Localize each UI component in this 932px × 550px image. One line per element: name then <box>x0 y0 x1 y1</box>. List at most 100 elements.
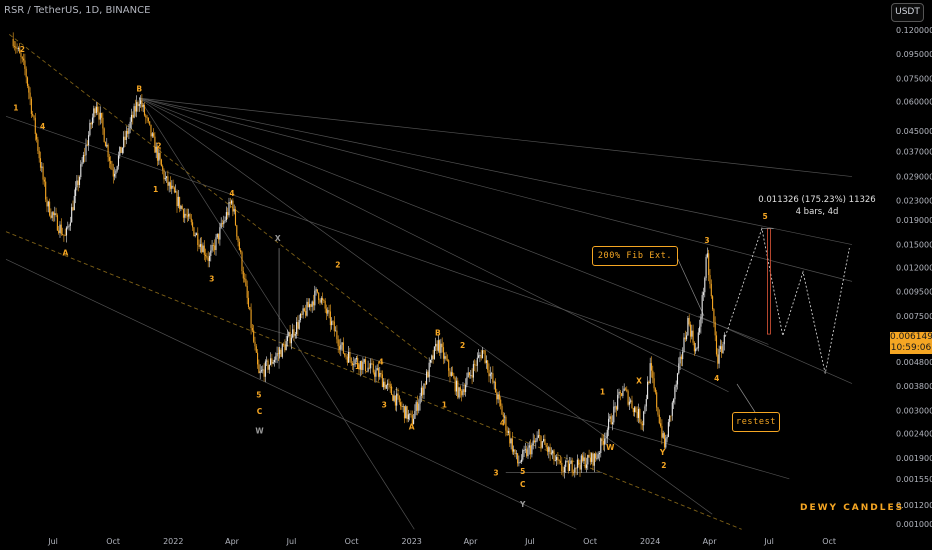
candle-body <box>513 449 515 452</box>
candle-body <box>301 313 303 315</box>
candle-body <box>558 460 560 462</box>
wave-label: 2 <box>156 142 161 151</box>
candle-body <box>202 245 204 253</box>
candle-body <box>311 301 313 307</box>
candle-body <box>383 381 385 388</box>
candle-body <box>220 223 222 228</box>
candle-body <box>69 222 71 226</box>
candle-body <box>34 117 36 134</box>
candle-body <box>228 201 230 216</box>
candle-body <box>80 164 82 178</box>
candle-body <box>435 343 437 347</box>
candle-body <box>258 364 260 374</box>
candle-body <box>310 304 312 307</box>
candle-body <box>550 453 552 455</box>
candle-body <box>221 223 224 225</box>
candle-body <box>299 313 302 321</box>
candle-body <box>260 370 263 372</box>
fib-callout[interactable]: 200% Fib Ext. <box>592 246 678 266</box>
candle-body <box>190 218 192 223</box>
candle-body <box>622 390 624 396</box>
candle-body <box>510 438 512 444</box>
candle-body <box>502 414 504 417</box>
candle-body <box>650 363 653 371</box>
candle-body <box>624 388 627 390</box>
candle-body <box>284 344 286 351</box>
candle-body <box>457 380 459 398</box>
candle-body <box>445 356 447 360</box>
candle-body <box>245 278 247 286</box>
candle-body <box>56 215 58 231</box>
candle-body <box>219 227 221 240</box>
candle-body <box>171 185 173 189</box>
candle-body <box>264 361 266 377</box>
candle-body <box>142 105 144 108</box>
time-tick-label: Jul <box>524 537 535 546</box>
candle-body <box>319 300 321 303</box>
candle-body <box>197 233 199 246</box>
candle-body <box>639 408 641 423</box>
candle-body <box>437 340 439 351</box>
candle-body <box>471 375 473 378</box>
candle-body <box>530 445 532 455</box>
candle-body <box>709 275 711 284</box>
candle-body <box>385 385 387 389</box>
fib-callout-connector <box>675 254 705 317</box>
candle-body <box>184 213 186 218</box>
candle-body <box>463 389 465 393</box>
candle-body <box>177 196 179 207</box>
price-tick-label: 0.019000 <box>896 216 932 225</box>
candle-body <box>583 457 585 462</box>
last-price: 0.006149 <box>890 332 932 342</box>
price-tick-label: 0.001550 <box>896 475 932 484</box>
candle-body <box>609 416 611 419</box>
candle-body <box>506 430 508 433</box>
candle-body <box>309 304 311 308</box>
candle-body <box>47 201 49 207</box>
candle-body <box>81 162 83 165</box>
candle-body <box>579 465 581 470</box>
candle-body <box>168 182 170 186</box>
candle-body <box>205 254 207 257</box>
candle-body <box>314 290 316 306</box>
price-axis[interactable]: 0.120000 0.095000 0.075000 0.060000 0.045000… <box>896 26 932 529</box>
wave-label: X <box>636 377 642 386</box>
wave-label: 1 <box>442 400 447 409</box>
candle-body <box>641 423 643 426</box>
candle-body <box>335 330 337 332</box>
candle-body <box>492 373 494 383</box>
candle-body <box>207 257 209 262</box>
candle-body <box>509 431 511 444</box>
candle-body <box>71 207 73 223</box>
candle-body <box>357 358 359 365</box>
candle-body <box>656 392 658 408</box>
candle-body <box>618 391 620 395</box>
price-tick-label: 0.037000 <box>896 147 932 156</box>
candle-body <box>465 384 467 393</box>
candle-body <box>283 343 285 345</box>
fan-line <box>138 97 415 530</box>
candle-body <box>206 256 208 258</box>
candle-body <box>318 292 320 301</box>
candle-body <box>390 386 393 395</box>
currency-button[interactable]: USDT <box>891 3 924 22</box>
candle-body <box>712 296 714 310</box>
candle-body <box>426 371 428 385</box>
retest-callout[interactable]: restest <box>732 412 780 432</box>
price-tick-label: 0.009500 <box>896 288 932 297</box>
wave-label: 1 <box>153 185 158 194</box>
candle-body <box>138 103 140 107</box>
candle-body <box>678 363 680 374</box>
candle-body <box>253 330 255 342</box>
wave-label: 4 <box>378 357 383 366</box>
candle-body <box>663 433 666 448</box>
candle-body <box>619 391 621 394</box>
candle-body <box>89 122 91 136</box>
candle-body <box>88 135 90 146</box>
candle-body <box>587 454 589 465</box>
wave-label: 4 <box>500 418 505 427</box>
time-axis[interactable]: Jul Oct 2022 Apr Jul Oct 2023 Apr Jul Oct 2024 Apr J… <box>47 537 836 546</box>
candle-body <box>540 436 542 448</box>
candle-body <box>627 391 629 405</box>
